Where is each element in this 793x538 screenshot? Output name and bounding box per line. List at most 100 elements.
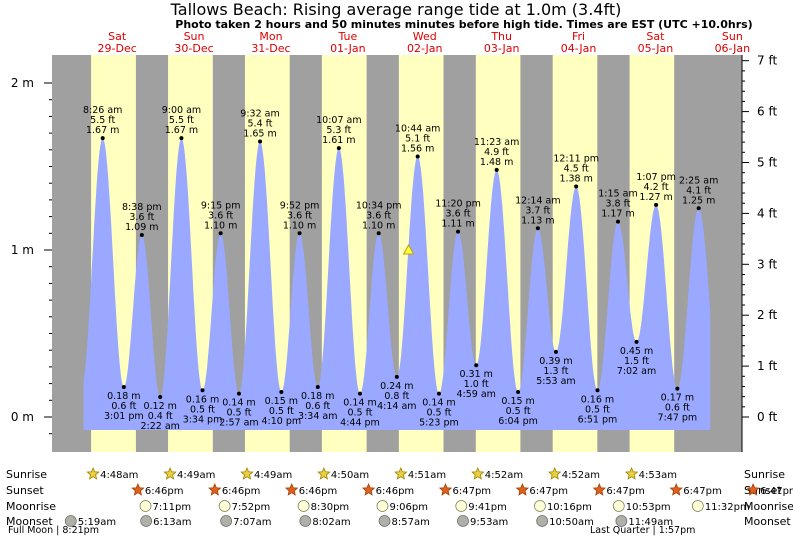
moonset-icon xyxy=(378,515,391,527)
sunset-time: 6:47pm xyxy=(606,486,645,497)
high-tide-point xyxy=(139,232,144,237)
left-tick-label: 0 m xyxy=(11,410,34,424)
moonset-time: 10:50am xyxy=(549,517,594,528)
tide-label: 0.18 m xyxy=(301,391,334,402)
tide-label: 3.6 ft xyxy=(287,210,312,221)
chart-title: Tallows Beach: Rising average range tide… xyxy=(170,0,622,19)
day-name-label: Sun xyxy=(184,30,205,43)
tide-label: 1.13 m xyxy=(521,215,554,226)
day-date-label: 05-Jan xyxy=(638,42,674,55)
tide-label: 1.10 m xyxy=(283,220,316,231)
tide-label: 8:38 pm xyxy=(122,202,162,213)
tide-label: 9:00 am xyxy=(162,105,201,116)
tide-label: 3:01 pm xyxy=(104,411,144,422)
left-tick-label: 1 m xyxy=(11,243,34,257)
day-date-label: 29-Dec xyxy=(98,42,137,55)
tide-label: 1.48 m xyxy=(480,157,513,168)
sunset-icon xyxy=(438,482,453,496)
day-date-label: 04-Jan xyxy=(561,42,597,55)
tide-label: 0.31 m xyxy=(459,369,492,380)
sunset-icon xyxy=(592,482,606,496)
tide-label: 4.2 ft xyxy=(644,182,669,193)
tide-label: 10:34 pm xyxy=(356,200,402,211)
moonset-time: 5:19am xyxy=(78,517,116,528)
moonset-row-label: Moonset xyxy=(6,515,53,528)
moonrise-time: 7:11pm xyxy=(153,502,192,513)
tide-label: 5.3 ft xyxy=(326,125,351,136)
high-tide-point xyxy=(336,146,341,151)
moonrise-time: 10:16pm xyxy=(547,502,592,513)
tide-label: 1.11 m xyxy=(441,219,474,230)
high-tide-point xyxy=(456,229,461,234)
moonset-time: 6:13am xyxy=(153,517,191,528)
moonrise-time: 11:32pm xyxy=(705,502,750,513)
tide-label: 0.39 m xyxy=(539,356,572,367)
right-tick-label: 0 ft xyxy=(757,410,777,424)
tide-label: 0.6 ft xyxy=(665,403,690,414)
moonset-icon xyxy=(536,515,549,527)
tide-label: 10:07 am xyxy=(316,115,361,126)
tide-label: 11:23 am xyxy=(474,137,519,148)
moonrise-icon xyxy=(534,500,546,512)
day-date-label: 03-Jan xyxy=(484,42,520,55)
sunrise-icon xyxy=(240,466,254,480)
tide-label: 0.24 m xyxy=(380,381,413,392)
moonrise-time: 9:41pm xyxy=(468,502,507,513)
tide-label: 3:34 am xyxy=(298,411,337,422)
day-name-label: Fri xyxy=(572,30,585,43)
day-date-label: 31-Dec xyxy=(251,42,290,55)
tide-label: 1.56 m xyxy=(401,143,434,154)
tide-label: 1.3 ft xyxy=(543,366,568,377)
high-tide-point xyxy=(654,202,659,207)
left-tick-label: 2 m xyxy=(11,76,34,90)
tide-label: 3.6 ft xyxy=(129,212,154,223)
tide-label: 1.09 m xyxy=(125,222,158,233)
high-tide-point xyxy=(100,136,105,141)
tide-label: 3.6 ft xyxy=(446,209,471,220)
day-name-label: Thu xyxy=(490,30,512,43)
chart-subtitle: Photo taken 2 hours and 50 minutes minut… xyxy=(175,18,752,31)
tide-label: 11:20 pm xyxy=(435,199,481,210)
tide-label: 0.14 m xyxy=(343,398,376,409)
tide-label: 1.5 ft xyxy=(624,356,649,367)
tide-label: 5:53 am xyxy=(536,376,575,387)
low-tide-point xyxy=(279,389,284,394)
moonset-icon xyxy=(615,515,628,527)
tide-label: 10:44 am xyxy=(395,123,440,134)
tide-label: 0.5 ft xyxy=(226,408,251,419)
tide-label: 9:52 pm xyxy=(280,200,320,211)
tide-label: 0.4 ft xyxy=(148,411,173,422)
tide-label: 3:34 pm xyxy=(183,414,223,425)
tide-label: 5.4 ft xyxy=(248,118,273,129)
tide-label: 5.1 ft xyxy=(405,133,430,144)
sunrise-time: 4:52am xyxy=(485,470,523,481)
day-name-label: Wed xyxy=(413,30,437,43)
tide-label: 3.6 ft xyxy=(208,210,233,221)
moonrise-row-label: Moonrise xyxy=(6,500,56,513)
low-tide-point xyxy=(436,391,441,396)
tide-label: 7:02 am xyxy=(617,366,656,377)
tide-label: 0.5 ft xyxy=(269,406,294,417)
tide-label: 1.65 m xyxy=(243,128,276,139)
sunset-time: 6:46pm xyxy=(222,486,261,497)
tide-label: 9:15 pm xyxy=(201,200,241,211)
high-tide-point xyxy=(574,184,579,189)
sunset-icon xyxy=(669,482,683,496)
tide-label: 1.0 ft xyxy=(464,379,489,390)
day-name-label: Mon xyxy=(259,30,282,43)
moonset-time: 11:49am xyxy=(628,517,673,528)
sunset-time: 6:46pm xyxy=(145,486,184,497)
high-tide-point xyxy=(258,139,263,144)
sunrise-time: 4:50am xyxy=(331,470,369,481)
moonrise-icon xyxy=(218,500,231,512)
low-tide-point xyxy=(553,349,558,354)
right-tick-label: 5 ft xyxy=(757,155,777,169)
low-tide-point xyxy=(121,384,126,389)
sunset-time: 6:46pm xyxy=(299,486,338,497)
tide-label: 12:11 pm xyxy=(553,154,599,165)
low-tide-point xyxy=(394,374,399,379)
day-date-label: 30-Dec xyxy=(174,42,213,55)
sunrise-time: 4:51am xyxy=(408,470,446,481)
sunrise-time: 4:52am xyxy=(562,470,600,481)
tide-label: 8:26 am xyxy=(83,105,122,116)
